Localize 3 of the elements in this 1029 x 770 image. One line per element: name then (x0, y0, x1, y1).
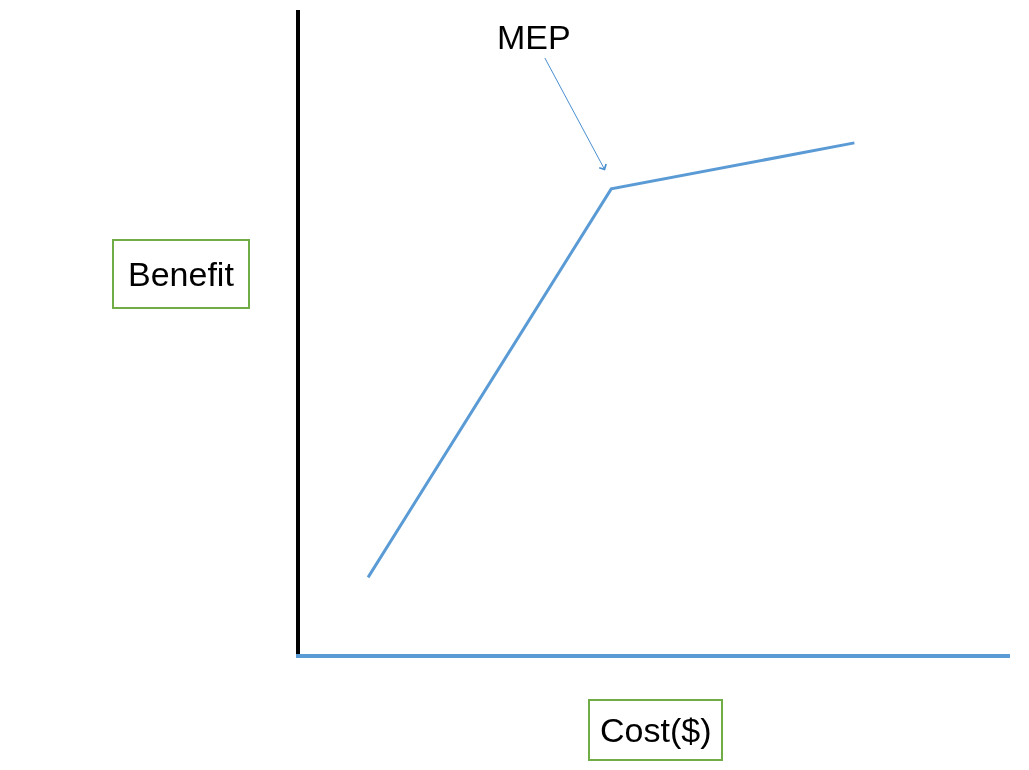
text: MEP (497, 18, 571, 56)
x-axis-title: Cost($) (600, 711, 712, 749)
y-axis-title: Benefit (128, 255, 235, 293)
